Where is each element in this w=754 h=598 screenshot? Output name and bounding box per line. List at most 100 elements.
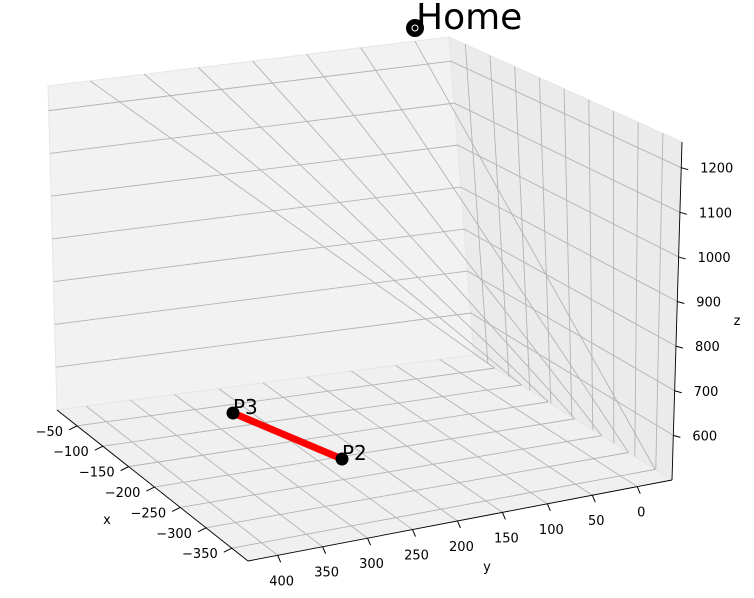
z-tick-mark [673,434,681,438]
y-floor-grid-line [262,382,458,522]
x-floor-grid-line [76,367,495,427]
z-grid-line [53,228,677,347]
x-tick-mark [94,445,104,451]
x-floor-grid-line [205,452,629,529]
y-floor-grid-line [395,364,593,496]
y-wall-grid-line [563,88,573,417]
z-tick-label: 1000 [698,251,731,266]
x-wall-grid-line [414,40,656,470]
x-wall-grid-line [198,67,549,403]
home-marker-inner-icon [411,24,419,32]
back-pane-x [47,36,475,411]
y-tick-label: 200 [449,540,474,555]
x-tick-label: −350 [182,547,218,562]
z-axis-label: z [734,314,741,329]
data-point [226,406,240,420]
y-axis-label: y [483,560,491,575]
z-tick-label: 800 [695,340,720,355]
y-tick-label: 250 [404,549,429,564]
x-floor-grid-line [231,468,656,549]
z-grid-line [48,60,682,169]
x-tick-mark [120,466,129,472]
y-wall-grid-line [538,77,552,404]
y-tick-mark [456,520,461,529]
y-tick-label: 300 [359,557,384,572]
x-wall-grid-line [252,60,576,420]
y-wall-grid-line [514,66,531,391]
axis-lines [56,141,683,562]
y-tick-mark [412,529,416,537]
x-tick-label: −50 [36,425,63,440]
y-tick-mark [322,546,327,554]
z-tick-label: 700 [694,385,719,400]
y-tick-label: 0 [637,506,645,521]
z-tick-mark [675,345,684,349]
y-floor-grid-line [85,405,278,556]
x-tick-mark [171,506,181,512]
x-floor-grid-line [128,401,549,468]
x-axis-line [56,409,249,562]
y-tick-label: 400 [269,574,294,589]
x-tick-mark [197,527,207,533]
x-floor-grid-line [154,418,576,488]
y-floor-grid-line [218,388,413,530]
y-tick-mark [591,495,596,503]
y-floor-grid-line [351,370,548,505]
x-wall-grid-line [143,73,522,386]
z-tick-mark [679,211,688,215]
x-wall-grid-line [89,80,496,369]
z-grid-line [51,144,679,258]
x-tick-label: −100 [53,445,89,460]
y-tick-label: 150 [494,531,519,546]
y-tick-label: 350 [314,566,339,581]
x-tick-mark [223,547,232,553]
data-point [335,452,349,466]
x-wall-grid-line [360,47,629,453]
y-floor-grid-line [130,399,323,548]
z-grid-line [49,102,681,213]
y-axis-line [247,479,673,562]
y-tick-mark [367,537,372,546]
home-marker-icon [406,19,424,37]
z-tick-label: 1200 [700,162,733,177]
z-tick-mark [681,167,689,171]
home-point-label: Home [416,0,522,38]
y-tick-mark [546,503,551,512]
z-tick-label: 600 [692,429,717,444]
data-marks: Home P3 P2 [226,0,522,466]
x-tick-label: −250 [130,506,166,521]
x-axis-label: x [103,513,111,528]
y-tick-label: 100 [539,523,564,538]
y-wall-grid-line [634,122,639,457]
z-tick-label: 1100 [699,206,732,221]
point-label: P3 [233,395,258,419]
y-tick-mark [636,486,641,494]
z-tick-mark [677,301,685,305]
z-grid-line [52,186,678,302]
x-tick-label: −150 [79,466,115,481]
z-tick-mark [678,256,686,260]
y-wall-grid-line [655,133,664,470]
y-floor-grid-line [439,359,638,488]
y-floor-grid-line [306,376,503,513]
x-tick-mark [68,425,78,431]
y-wall-grid-line [588,99,594,431]
y-tick-mark [501,512,506,520]
z-grid-line [55,312,674,436]
x-tick-label: −300 [156,527,192,542]
red-trajectory-line [229,409,346,463]
x-tick-label: −200 [105,486,141,501]
y-tick-mark [277,555,282,563]
grid-lines [48,40,682,556]
y-floor-grid-line [174,394,368,539]
y-wall-grid-line [489,55,510,378]
x-floor-grid-line [102,384,522,447]
y-wall-grid-line [464,44,489,364]
axis-ticks: −50 −100 −150 −200 −250 −300 −350 400 350 300 250 2… [36,162,734,590]
z-grid-line [54,270,675,392]
z-axis-line [671,141,683,481]
x-floor-grid-line [180,435,602,508]
y-tick-label: 50 [588,514,605,529]
z-tick-label: 900 [696,296,721,311]
